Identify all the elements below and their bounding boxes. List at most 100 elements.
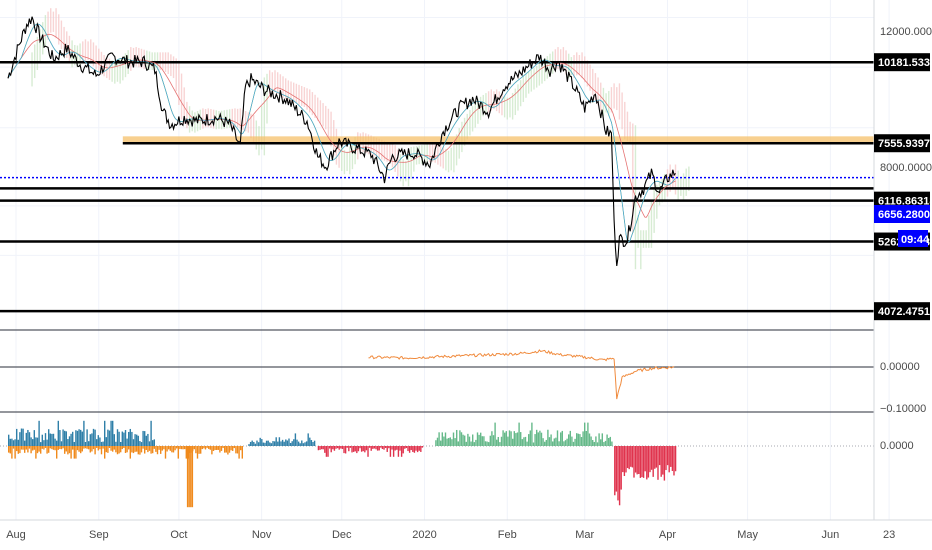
- x-tick-label: Aug: [6, 529, 26, 541]
- histogram-bar: [532, 442, 535, 446]
- histogram-bar: [68, 436, 71, 446]
- histogram-bar: [483, 436, 485, 446]
- histogram-bar: [73, 446, 75, 459]
- cloud-segment: [180, 73, 183, 120]
- histogram-panel[interactable]: [0, 420, 874, 508]
- histogram-bar: [145, 435, 147, 446]
- histogram-bar: [608, 438, 610, 446]
- histogram-bar: [446, 438, 448, 446]
- cloud-segment: [463, 117, 466, 146]
- histogram-bar: [497, 436, 499, 446]
- histogram-bar: [25, 432, 27, 446]
- histogram-bar: [12, 440, 15, 446]
- histogram-bar: [83, 420, 85, 446]
- histogram-bar: [301, 440, 303, 446]
- histogram-bar: [148, 441, 151, 446]
- cloud-segment: [517, 84, 519, 111]
- histogram-bar: [190, 446, 192, 508]
- histogram-bar: [309, 437, 311, 446]
- histogram-bar: [473, 442, 475, 446]
- y-tick-label: 8000.00000: [880, 162, 932, 174]
- cloud-segment: [576, 52, 578, 76]
- price-panel[interactable]: [0, 8, 874, 313]
- histogram-bar: [220, 446, 223, 451]
- countdown-badge: 09:44: [898, 230, 930, 247]
- histogram-bar: [626, 446, 629, 469]
- cloud-segment: [501, 93, 503, 116]
- cloud-segment: [378, 138, 380, 159]
- x-tick-label: May: [737, 529, 758, 541]
- histogram-bar: [176, 446, 178, 449]
- histogram-bar: [468, 436, 471, 446]
- cloud-segment: [146, 50, 148, 70]
- cloud-segment: [44, 15, 47, 47]
- histogram-bar: [462, 434, 464, 446]
- cloud-segment: [252, 114, 255, 144]
- level-label: 7555.93973: [878, 138, 932, 150]
- histogram-bar: [609, 436, 611, 446]
- histogram-bar: [14, 446, 16, 459]
- histogram-bar: [585, 430, 587, 446]
- horizontal-levels[interactable]: [0, 60, 874, 313]
- histogram-bar: [373, 446, 376, 449]
- histogram-bar: [410, 446, 412, 451]
- histogram-bar: [593, 441, 595, 446]
- cloud-segment: [114, 62, 116, 84]
- histogram-bar: [283, 441, 285, 446]
- cloud-segment: [431, 143, 434, 162]
- moving-average-slow: [7, 33, 676, 218]
- x-tick-label: 2020: [412, 529, 436, 541]
- histogram-bar: [96, 446, 98, 448]
- histogram-bar: [365, 446, 368, 451]
- histogram-bar: [8, 434, 10, 446]
- histogram-bar: [537, 432, 539, 446]
- time-axis[interactable]: Aug Sep Oct Nov Dec 2020 Feb Mar Apr May Jun 23: [6, 529, 895, 541]
- cloud-segment: [560, 49, 562, 68]
- histogram-bar: [307, 433, 309, 446]
- histogram-bar: [240, 446, 242, 451]
- histogram-bar: [94, 429, 96, 446]
- histogram-bar: [116, 446, 119, 455]
- histogram-bar: [24, 446, 26, 453]
- histogram-bar: [198, 446, 200, 454]
- histogram-bar: [526, 441, 528, 446]
- histogram-bar: [81, 446, 83, 452]
- histogram-bar: [518, 422, 520, 446]
- oscillator-panel[interactable]: [0, 349, 874, 400]
- cloud-segment: [514, 88, 517, 116]
- histogram-bar: [456, 429, 458, 446]
- cloud-segment: [55, 8, 57, 39]
- cloud-segment: [116, 62, 119, 82]
- histogram-bar: [52, 433, 55, 446]
- histogram-bar: [588, 433, 591, 446]
- histogram-bar: [544, 441, 546, 446]
- cloud-segment: [672, 169, 674, 189]
- cloud-segment: [202, 108, 204, 129]
- histogram-bar: [349, 446, 352, 448]
- price-scale[interactable]: 12000.00000 8000.00000 6000 0.00000 −0.1…: [874, 26, 932, 452]
- histogram-bar: [444, 432, 447, 446]
- histogram-bar: [48, 429, 50, 446]
- histogram-bar: [132, 439, 135, 446]
- histogram-bar: [8, 446, 10, 453]
- histogram-bar: [563, 441, 565, 446]
- histogram-bar: [88, 446, 90, 450]
- histogram-bar: [97, 446, 99, 451]
- histogram-bar: [150, 420, 152, 446]
- histogram-bar: [652, 446, 654, 477]
- histogram-bar: [305, 441, 308, 446]
- cloud-segment: [66, 31, 68, 58]
- histogram-bar: [60, 441, 63, 446]
- histogram-bar: [600, 439, 602, 446]
- histogram-bar: [394, 446, 396, 451]
- histogram-bar: [33, 446, 35, 450]
- histogram-bar: [402, 446, 404, 454]
- histogram-bar: [617, 446, 619, 501]
- histogram-bar: [67, 446, 69, 455]
- histogram-bar: [558, 441, 560, 446]
- cloud-segment: [327, 108, 330, 138]
- histogram-bar: [100, 446, 103, 455]
- histogram-bar: [644, 446, 646, 472]
- histogram-bar: [128, 446, 130, 450]
